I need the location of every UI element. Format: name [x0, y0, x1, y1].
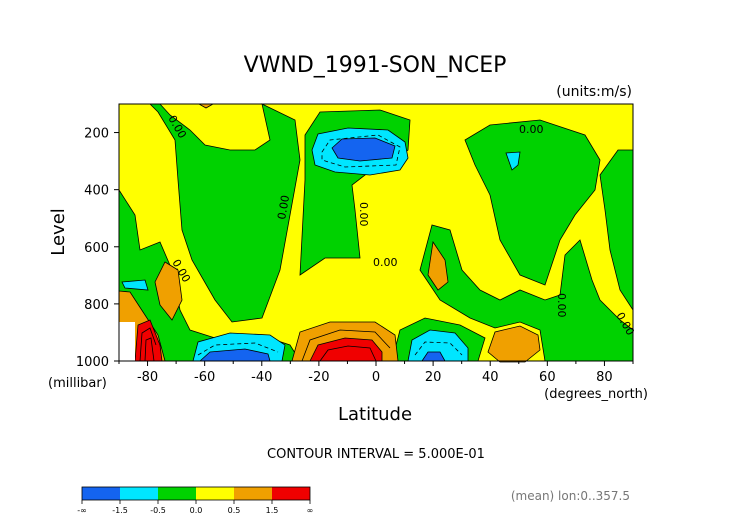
- legend-label: -∞: [77, 506, 87, 515]
- region-orange-north-surface: [487, 325, 541, 363]
- contour-interval-text: CONTOUR INTERVAL = 5.000E-01: [267, 447, 485, 462]
- region-green-north-mid: [419, 224, 634, 362]
- y-tick-label: 800: [84, 298, 109, 313]
- x-axis-units: (degrees_north): [544, 387, 648, 402]
- y-tick-label: 1000: [76, 355, 109, 370]
- region-green-polar-north: [599, 149, 634, 312]
- contour-tropics-surface-1: [301, 329, 391, 362]
- x-tick-label: -20: [308, 370, 329, 385]
- region-orange-north-mid: [427, 240, 449, 291]
- dashed-contour-south-surface: [197, 342, 279, 356]
- mean-lon-note: (mean) lon:0..357.5: [511, 489, 630, 503]
- chart-title: VWND_1991-SON_NCEP: [244, 53, 507, 78]
- legend-color-swatch: [120, 487, 158, 500]
- legend-label: ∞: [307, 506, 314, 515]
- region-orange-south-mid: [154, 261, 183, 321]
- plot-area: 0.00 0.00 0.00 0.00 0.00 0.00 0.00 0.00: [118, 103, 637, 363]
- legend-color-swatch: [272, 487, 310, 500]
- contour-label: 0.00: [519, 123, 544, 136]
- color-legend: -∞ -1.5 -0.5 0.0 0.5 1.5 ∞: [77, 486, 314, 515]
- region-green-south: [119, 103, 301, 323]
- y-tick-label: 600: [84, 241, 109, 256]
- y-axis-units: (millibar): [48, 376, 107, 391]
- x-tick-label: 0: [372, 370, 380, 385]
- contour-polar-south-1: [139, 327, 157, 362]
- legend-color-swatch: [234, 487, 272, 500]
- region-green-north-upper: [464, 119, 601, 286]
- y-tick-label: 400: [84, 184, 109, 199]
- legend-label: -1.5: [112, 506, 128, 515]
- contour-label: 0.00: [373, 256, 398, 269]
- x-tick-label: -60: [194, 370, 215, 385]
- legend-color-swatch: [158, 487, 196, 500]
- legend-color-swatch: [196, 487, 234, 500]
- contour-label: 0.00: [555, 293, 568, 318]
- x-axis: -80 -60 -40 -20 0 20 40 60 80: [118, 361, 634, 385]
- x-tick-label: 40: [482, 370, 499, 385]
- y-tick-label: 200: [84, 127, 109, 142]
- region-cyan-polar-south: [121, 279, 149, 291]
- contour-polar-south-2: [144, 337, 155, 362]
- x-tick-label: 60: [539, 370, 556, 385]
- region-blue-upper-jet: [331, 137, 396, 162]
- contour-label: 0.00: [275, 194, 292, 220]
- legend-label: 0.0: [190, 506, 203, 515]
- x-tick-label: -80: [137, 370, 158, 385]
- legend-label: -0.5: [150, 506, 166, 515]
- x-tick-label: 80: [596, 370, 613, 385]
- dashed-contour-equator-surface: [414, 341, 463, 356]
- x-axis-label: Latitude: [338, 404, 412, 425]
- missing-data-mask: [119, 322, 135, 361]
- y-axis-label: Level: [48, 208, 69, 256]
- legend-label: 0.5: [228, 506, 241, 515]
- dashed-contour-upper-jet: [321, 134, 401, 168]
- x-tick-label: 20: [425, 370, 442, 385]
- contour-label: 0.00: [357, 202, 370, 227]
- legend-label: 1.5: [266, 506, 279, 515]
- contour-tropics-surface-2: [319, 345, 377, 362]
- region-cyan-north-small: [505, 151, 521, 171]
- y-axis: 200 400 600 800 1000: [76, 127, 119, 370]
- legend-color-swatch: [82, 487, 120, 500]
- units-label: (units:m/s): [556, 84, 632, 100]
- x-tick-label: -40: [251, 370, 272, 385]
